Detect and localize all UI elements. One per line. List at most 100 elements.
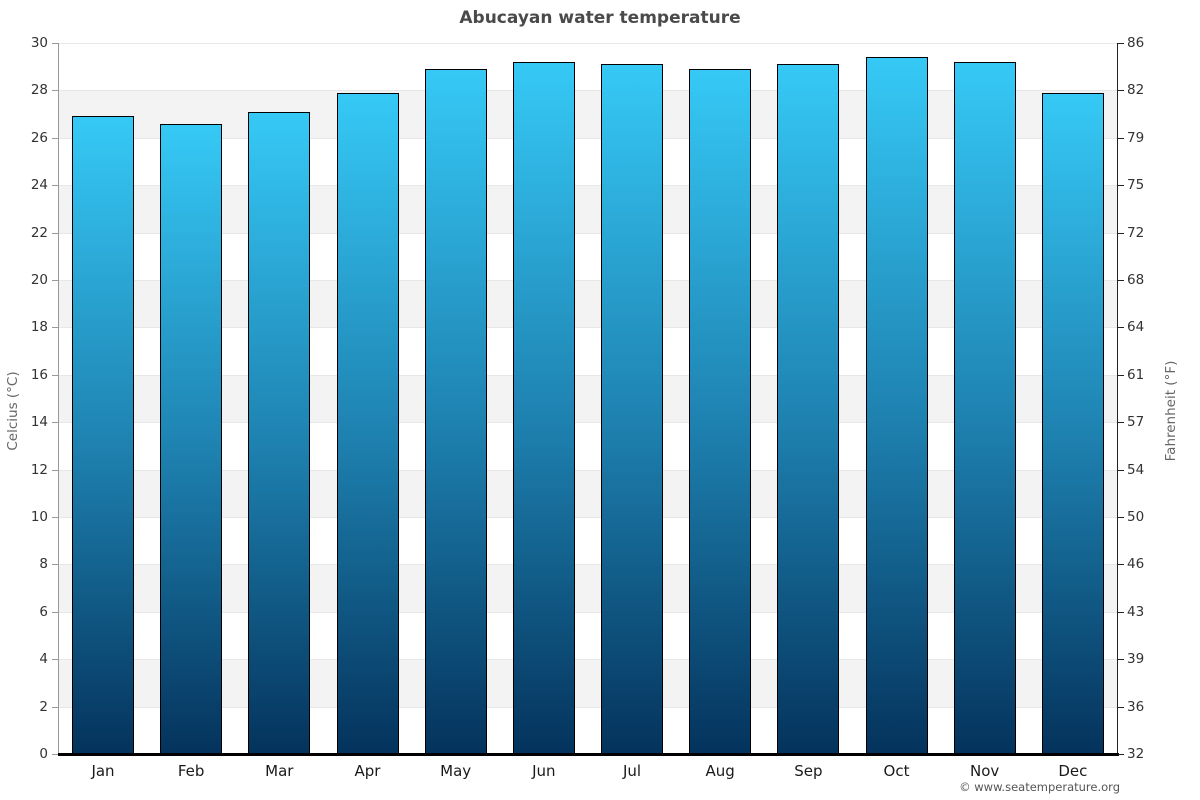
- temperature-bar-jul: [601, 64, 664, 754]
- fahrenheit-tick-label: 64: [1127, 319, 1145, 336]
- plot-band: [59, 469, 1117, 517]
- month-label-feb: Feb: [177, 762, 205, 780]
- right-axis-line: [1117, 43, 1118, 755]
- fahrenheit-tick-label: 79: [1127, 129, 1145, 146]
- fahrenheit-tick-label: 32: [1127, 746, 1145, 762]
- month-label-oct: Oct: [883, 762, 910, 780]
- celsius-tick-mark: [52, 754, 58, 755]
- fahrenheit-tick-mark: [1118, 327, 1124, 329]
- fahrenheit-tick-label: 72: [1127, 224, 1145, 241]
- fahrenheit-tick-label: 68: [1127, 272, 1145, 288]
- plot-band: [59, 422, 1117, 469]
- celsius-tick-mark: [52, 564, 58, 566]
- celsius-tick-mark: [52, 706, 58, 708]
- plot-band: [59, 185, 1117, 233]
- copyright-credit: © www.seatemperature.org: [959, 780, 1120, 794]
- celsius-tick-label: 16: [30, 366, 48, 383]
- temperature-bar-aug: [689, 69, 752, 754]
- celsius-tick-label: 2: [39, 698, 48, 715]
- celsius-tick-label: 28: [30, 82, 48, 99]
- month-label-jun: Jun: [532, 762, 556, 780]
- temperature-bar-feb: [160, 123, 223, 754]
- fahrenheit-tick-label: 46: [1127, 556, 1145, 573]
- plot-band: [59, 90, 1117, 138]
- fahrenheit-tick-label: 61: [1127, 366, 1145, 383]
- celsius-tick-label: 24: [30, 177, 48, 194]
- temperature-bar-nov: [953, 61, 1016, 754]
- celsius-tick-mark: [52, 422, 58, 424]
- plot-band: [59, 327, 1117, 374]
- celsius-tick-label: 0: [39, 746, 48, 762]
- fahrenheit-tick-label: 86: [1127, 35, 1145, 51]
- fahrenheit-tick-mark: [1118, 517, 1124, 518]
- fahrenheit-tick-mark: [1118, 754, 1124, 755]
- fahrenheit-tick-mark: [1118, 706, 1124, 708]
- celsius-tick-mark: [52, 517, 58, 518]
- fahrenheit-tick-mark: [1118, 469, 1124, 471]
- fahrenheit-tick-label: 50: [1127, 509, 1145, 525]
- plot-band: [59, 232, 1117, 280]
- celsius-tick-label: 14: [30, 414, 48, 431]
- plot-band: [59, 706, 1117, 754]
- month-label-jul: Jul: [622, 762, 642, 780]
- month-label-aug: Aug: [705, 762, 735, 780]
- temperature-bar-sep: [777, 64, 840, 754]
- celsius-tick-label: 4: [39, 651, 48, 668]
- celsius-tick-label: 6: [39, 603, 48, 620]
- month-label-dec: Dec: [1058, 762, 1088, 780]
- month-label-may: May: [440, 762, 472, 780]
- fahrenheit-tick-mark: [1118, 611, 1124, 613]
- celsius-tick-mark: [52, 185, 58, 187]
- month-label-mar: Mar: [265, 762, 294, 780]
- fahrenheit-tick-label: 36: [1127, 698, 1145, 715]
- celsius-tick-label: 8: [39, 556, 48, 573]
- temperature-bar-may: [424, 69, 487, 754]
- plot-band: [59, 611, 1117, 659]
- celsius-tick-mark: [52, 374, 58, 376]
- fahrenheit-axis-title: Fahrenheit (°F): [1163, 360, 1179, 462]
- month-label-sep: Sep: [794, 762, 823, 780]
- celsius-tick-label: 30: [30, 35, 48, 51]
- celsius-axis-title: Celcius (°C): [5, 371, 21, 451]
- month-label-jan: Jan: [91, 762, 115, 780]
- fahrenheit-tick-label: 57: [1127, 414, 1145, 431]
- celsius-tick-label: 10: [30, 509, 48, 525]
- celsius-tick-mark: [52, 280, 58, 281]
- plot-band: [59, 659, 1117, 707]
- temperature-bar-apr: [336, 92, 399, 754]
- month-label-apr: Apr: [354, 762, 381, 780]
- plot-band: [59, 137, 1117, 185]
- plot-area: [59, 43, 1117, 754]
- temperature-bar-oct: [865, 57, 928, 754]
- celsius-tick-mark: [52, 43, 58, 44]
- fahrenheit-tick-mark: [1118, 659, 1124, 661]
- fahrenheit-tick-mark: [1118, 232, 1124, 234]
- fahrenheit-tick-mark: [1118, 374, 1124, 376]
- plot-band: [59, 374, 1117, 423]
- fahrenheit-tick-mark: [1118, 43, 1124, 44]
- temperature-bar-dec: [1041, 92, 1104, 754]
- bottom-axis-line: [58, 753, 1119, 756]
- fahrenheit-tick-label: 54: [1127, 461, 1145, 478]
- fahrenheit-tick-mark: [1118, 564, 1124, 566]
- fahrenheit-tick-label: 43: [1127, 603, 1145, 620]
- fahrenheit-tick-label: 75: [1127, 177, 1145, 194]
- left-axis-line: [58, 43, 59, 755]
- celsius-tick-mark: [52, 659, 58, 661]
- celsius-tick-label: 26: [30, 129, 48, 146]
- fahrenheit-tick-mark: [1118, 185, 1124, 187]
- temperature-bar-jun: [512, 61, 575, 754]
- celsius-tick-label: 12: [30, 461, 48, 478]
- temperature-bar-mar: [248, 111, 311, 754]
- celsius-tick-mark: [52, 90, 58, 92]
- fahrenheit-tick-mark: [1118, 422, 1124, 424]
- month-label-nov: Nov: [970, 762, 1000, 780]
- celsius-tick-mark: [52, 137, 58, 139]
- fahrenheit-tick-mark: [1118, 137, 1124, 139]
- plot-band: [59, 517, 1117, 564]
- plot-band: [59, 280, 1117, 328]
- celsius-tick-label: 22: [30, 224, 48, 241]
- celsius-tick-mark: [52, 232, 58, 234]
- fahrenheit-tick-label: 82: [1127, 82, 1145, 99]
